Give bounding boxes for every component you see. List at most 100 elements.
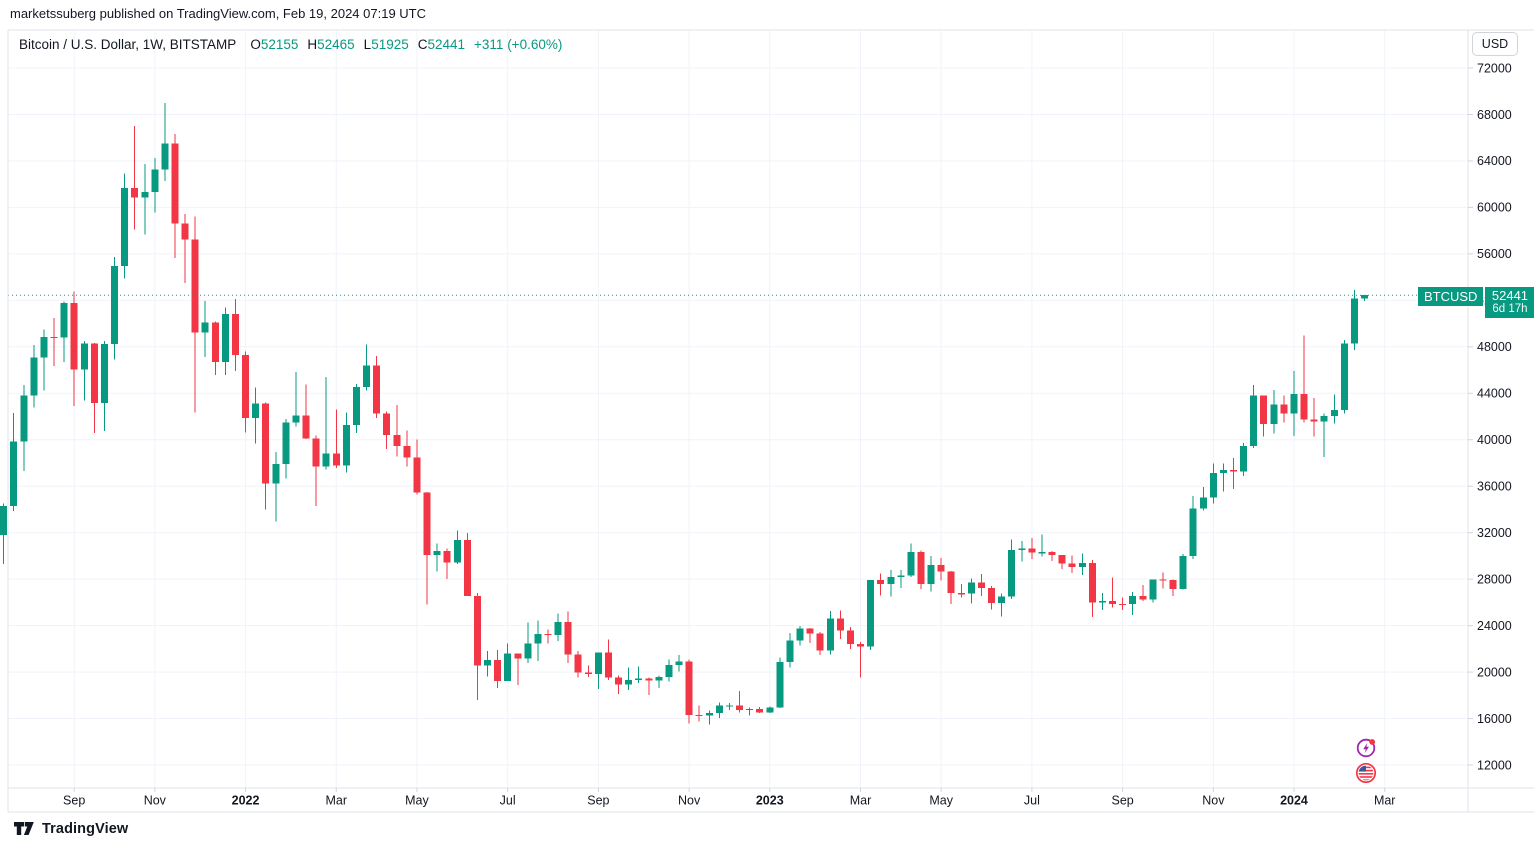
candle[interactable]: [151, 169, 159, 193]
candle[interactable]: [887, 576, 895, 584]
candle[interactable]: [1179, 556, 1187, 589]
candle[interactable]: [1139, 596, 1147, 600]
candle[interactable]: [635, 678, 643, 681]
candle[interactable]: [433, 550, 441, 555]
candle[interactable]: [332, 453, 340, 466]
candle[interactable]: [514, 653, 522, 659]
candle[interactable]: [272, 463, 280, 484]
candle[interactable]: [736, 705, 744, 710]
candle[interactable]: [1230, 470, 1237, 472]
candle[interactable]: [1300, 393, 1308, 420]
candle[interactable]: [846, 630, 854, 644]
candle[interactable]: [1028, 548, 1036, 553]
tradingview-logo-text[interactable]: TradingView: [42, 820, 129, 837]
candle[interactable]: [1361, 295, 1369, 299]
candle[interactable]: [988, 587, 996, 604]
candle[interactable]: [231, 314, 239, 355]
candle[interactable]: [554, 622, 562, 636]
time-axis[interactable]: [8, 788, 1468, 812]
candle[interactable]: [383, 413, 391, 436]
candle[interactable]: [967, 582, 975, 594]
candle[interactable]: [574, 654, 582, 673]
candle[interactable]: [292, 415, 300, 423]
candle[interactable]: [1350, 298, 1358, 344]
candle[interactable]: [1340, 343, 1348, 410]
candle[interactable]: [60, 302, 68, 338]
candle[interactable]: [857, 643, 864, 647]
candle[interactable]: [262, 403, 270, 484]
candle[interactable]: [1189, 508, 1197, 557]
candle[interactable]: [201, 322, 209, 333]
candle[interactable]: [1280, 404, 1288, 414]
candle[interactable]: [1199, 497, 1207, 509]
candle[interactable]: [1169, 580, 1177, 589]
candle[interactable]: [685, 661, 693, 715]
candle[interactable]: [594, 652, 602, 675]
candle[interactable]: [242, 354, 250, 418]
candle[interactable]: [604, 652, 612, 678]
candle[interactable]: [1290, 393, 1298, 414]
candle[interactable]: [1260, 395, 1268, 424]
price-axis[interactable]: [1468, 30, 1534, 788]
candle[interactable]: [121, 187, 129, 266]
candle[interactable]: [544, 633, 552, 636]
candle[interactable]: [584, 672, 592, 675]
candle[interactable]: [363, 365, 371, 387]
candle[interactable]: [806, 628, 814, 634]
candle[interactable]: [1098, 601, 1106, 603]
candle[interactable]: [131, 187, 139, 198]
candle[interactable]: [907, 552, 915, 576]
candle[interactable]: [1038, 552, 1046, 554]
candle[interactable]: [625, 680, 633, 685]
candle[interactable]: [957, 593, 965, 595]
candle[interactable]: [171, 143, 179, 224]
candle[interactable]: [524, 643, 532, 659]
candle[interactable]: [181, 223, 189, 240]
candle[interactable]: [393, 435, 401, 447]
candle[interactable]: [10, 441, 18, 507]
candle[interactable]: [100, 344, 108, 403]
candle[interactable]: [897, 575, 905, 577]
candle[interactable]: [484, 660, 492, 666]
candle[interactable]: [1008, 549, 1016, 597]
candle[interactable]: [776, 661, 784, 708]
candle[interactable]: [1078, 562, 1086, 567]
candle[interactable]: [1240, 446, 1248, 472]
candle[interactable]: [1159, 579, 1167, 581]
candle[interactable]: [796, 628, 804, 641]
candle[interactable]: [947, 571, 955, 594]
candle[interactable]: [937, 564, 945, 572]
candle[interactable]: [1058, 554, 1066, 564]
candle[interactable]: [615, 677, 623, 685]
candle[interactable]: [1048, 552, 1056, 555]
candle[interactable]: [252, 403, 260, 418]
candle[interactable]: [1149, 579, 1157, 600]
us-flag-event-icon[interactable]: [1355, 762, 1377, 784]
candle[interactable]: [1018, 548, 1026, 550]
candle[interactable]: [90, 343, 98, 403]
candle[interactable]: [867, 580, 875, 647]
candle[interactable]: [695, 714, 703, 717]
candle[interactable]: [141, 192, 149, 198]
candle[interactable]: [50, 336, 58, 339]
candle[interactable]: [836, 618, 844, 631]
candle[interactable]: [373, 365, 381, 414]
candle[interactable]: [1119, 603, 1127, 606]
candle[interactable]: [423, 492, 431, 555]
candle[interactable]: [877, 580, 885, 584]
candle[interactable]: [191, 239, 199, 333]
candle[interactable]: [786, 640, 794, 662]
candle[interactable]: [816, 633, 824, 651]
candle[interactable]: [1068, 563, 1076, 567]
candle[interactable]: [675, 661, 683, 665]
candle[interactable]: [725, 705, 733, 707]
candle[interactable]: [70, 302, 78, 370]
candle[interactable]: [352, 387, 360, 425]
candle[interactable]: [746, 708, 754, 710]
candle[interactable]: [1320, 416, 1328, 422]
candle[interactable]: [504, 653, 512, 681]
candle[interactable]: [1330, 409, 1338, 417]
candle[interactable]: [917, 552, 925, 584]
candle[interactable]: [1219, 470, 1227, 473]
candle[interactable]: [463, 540, 471, 596]
